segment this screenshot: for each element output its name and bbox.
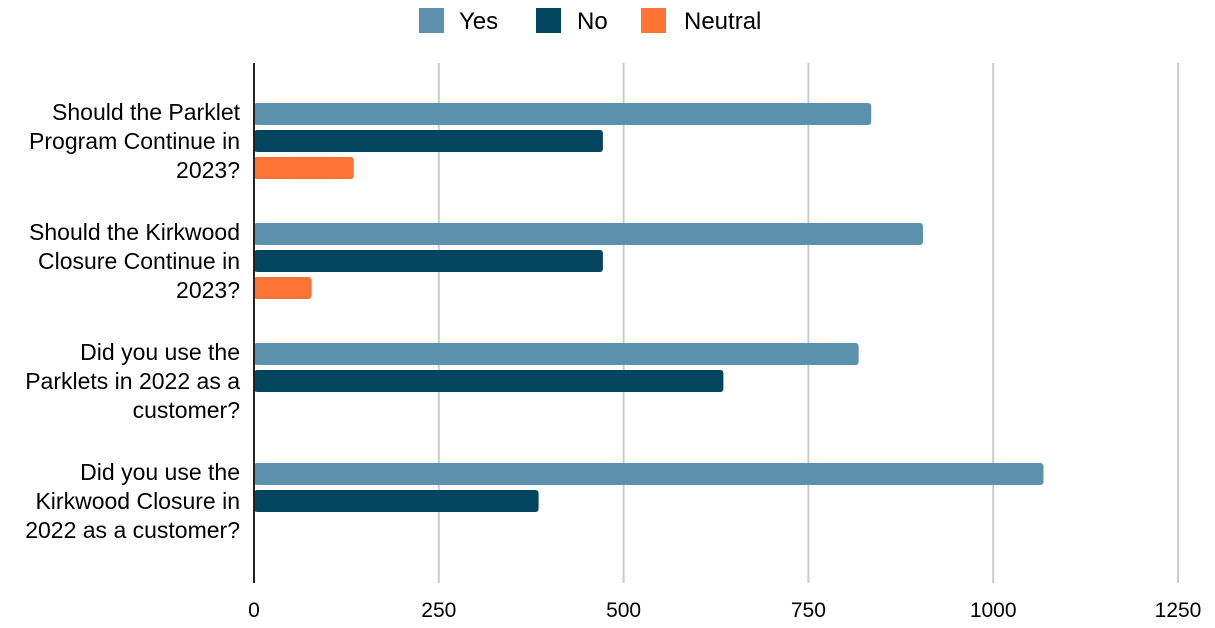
bar-no-2	[254, 250, 603, 272]
x-tick-label-250: 250	[421, 599, 456, 622]
bar-yes-1	[254, 103, 872, 125]
bar-no-4	[254, 490, 539, 512]
bar-yes-2	[254, 223, 923, 245]
bar-neutral-2	[254, 277, 312, 299]
category-label-line: Closure Continue in	[38, 248, 240, 274]
bar-yes-4	[254, 463, 1044, 485]
x-tick-labels: 0 250 500 750 1000 1250	[248, 599, 1201, 622]
category-label-line: 2022 as a customer?	[25, 517, 240, 543]
bars	[254, 103, 1044, 512]
category-label-2: Should the Kirkwood Closure Continue in 20…	[29, 219, 240, 303]
category-label-line: customer?	[133, 397, 240, 423]
x-tick-label-500: 500	[606, 599, 641, 622]
category-label-line: Did you use the	[80, 339, 240, 365]
legend-label-yes: Yes	[459, 8, 498, 35]
category-label-line: 2023?	[176, 277, 240, 303]
legend-swatch-yes	[419, 8, 444, 33]
legend-swatch-neutral	[641, 8, 666, 33]
category-label-line: Should the Parklet	[52, 99, 241, 125]
category-label-line: Did you use the	[80, 459, 240, 485]
bar-yes-3	[254, 343, 859, 365]
category-label-line: 2023?	[176, 157, 240, 183]
legend: Yes No Neutral	[419, 8, 761, 35]
category-label-3: Did you use the Parklets in 2022 as a cust…	[25, 339, 240, 423]
bar-no-1	[254, 130, 603, 152]
category-label-line: Program Continue in	[29, 128, 240, 154]
x-tick-label-1250: 1250	[1155, 599, 1202, 622]
x-tick-label-750: 750	[791, 599, 826, 622]
bar-neutral-1	[254, 157, 354, 179]
x-tick-label-1000: 1000	[970, 599, 1017, 622]
category-label-4: Did you use the Kirkwood Closure in 2022 a…	[25, 459, 240, 543]
category-label-line: Kirkwood Closure in	[35, 488, 240, 514]
category-label-line: Should the Kirkwood	[29, 219, 240, 245]
x-tick-label-0: 0	[248, 599, 260, 622]
category-label-1: Should the Parklet Program Continue in 202…	[29, 99, 241, 183]
legend-label-neutral: Neutral	[684, 8, 761, 35]
legend-label-no: No	[577, 8, 608, 35]
category-label-line: Parklets in 2022 as a	[25, 368, 240, 394]
legend-swatch-no	[536, 8, 561, 33]
bar-no-3	[254, 370, 724, 392]
category-labels: Should the Parklet Program Continue in 202…	[25, 99, 240, 543]
